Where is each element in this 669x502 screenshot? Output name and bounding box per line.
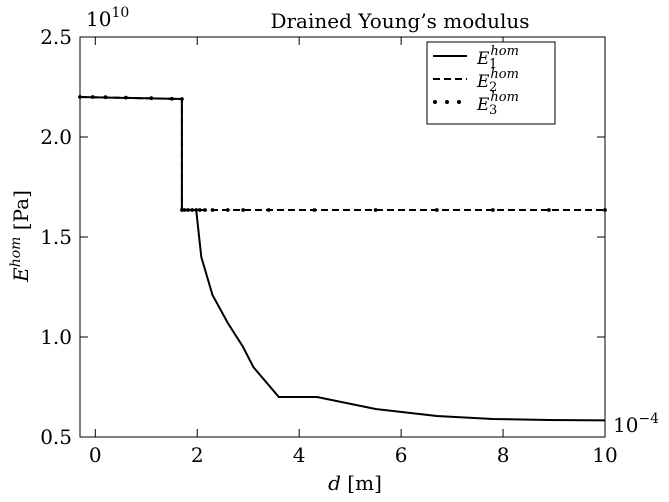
series-3-point <box>210 208 215 212</box>
series-1-line <box>79 96 606 422</box>
x-tick-label: 2 <box>191 443 204 467</box>
series-3-point <box>197 208 202 212</box>
y-tick-label: 2.5 <box>40 25 72 49</box>
series-3-point <box>547 208 551 212</box>
series-3-point <box>149 96 154 101</box>
legend-label-3: Ehom 3 <box>476 90 519 118</box>
legend-marker-dot <box>445 100 449 104</box>
y-tick-label: 0.5 <box>40 425 72 449</box>
series-3-point <box>434 208 439 212</box>
x-tick-label: 8 <box>497 443 510 467</box>
series-3-point <box>90 95 95 99</box>
svg-text:10−4: 10−4 <box>613 411 659 437</box>
series-3-point <box>103 95 108 100</box>
y-tick-label: 2.0 <box>40 125 72 149</box>
series-2-line <box>79 96 605 211</box>
series-3-point <box>180 97 184 101</box>
x-multiplier-exp: −4 <box>638 411 659 427</box>
series-3-point <box>490 208 495 212</box>
y-tick-label: 1.0 <box>40 325 72 349</box>
y-multiplier-base: 10 <box>86 7 111 31</box>
plot-area: 0 2 4 6 8 10 0.5 1.0 1.5 2.0 2.5 <box>40 25 618 467</box>
x-tick-label: 10 <box>592 443 617 467</box>
series-3-point <box>78 95 82 99</box>
x-tick-label: 4 <box>293 443 306 467</box>
series-3-point <box>182 208 187 212</box>
series-3-point <box>202 208 207 212</box>
chart-title: Drained Young’s modulus <box>270 9 529 33</box>
y-tick-label: 1.5 <box>40 225 72 249</box>
x-tick-label: 6 <box>395 443 408 467</box>
series-3-point <box>186 208 190 212</box>
legend-label-1: Ehom 1 <box>476 44 519 72</box>
series-3-point <box>373 208 378 212</box>
series-3-point <box>225 208 230 212</box>
legend-label-2: Ehom 2 <box>476 67 519 95</box>
x-axis-label: d [m] <box>328 471 382 495</box>
svg-text:1010: 1010 <box>86 5 129 31</box>
x-multiplier: 10−4 <box>613 411 659 437</box>
series-3-point <box>603 208 607 212</box>
series-3-point <box>266 208 271 212</box>
series-3-point <box>169 96 174 101</box>
y-multiplier-exp: 10 <box>111 5 129 21</box>
series-3-point <box>194 208 199 212</box>
series-3-point <box>190 208 195 212</box>
legend-marker-dot <box>457 100 461 104</box>
series-3-point <box>123 95 128 100</box>
legend-marker-dot <box>433 100 437 104</box>
series-3-point <box>312 208 317 212</box>
y-multiplier: 1010 <box>86 5 129 31</box>
series-3-point <box>241 208 246 212</box>
y-axis-label: Ehom [Pa] <box>8 190 33 283</box>
x-multiplier-base: 10 <box>613 413 638 437</box>
x-tick-label: 0 <box>89 443 102 467</box>
